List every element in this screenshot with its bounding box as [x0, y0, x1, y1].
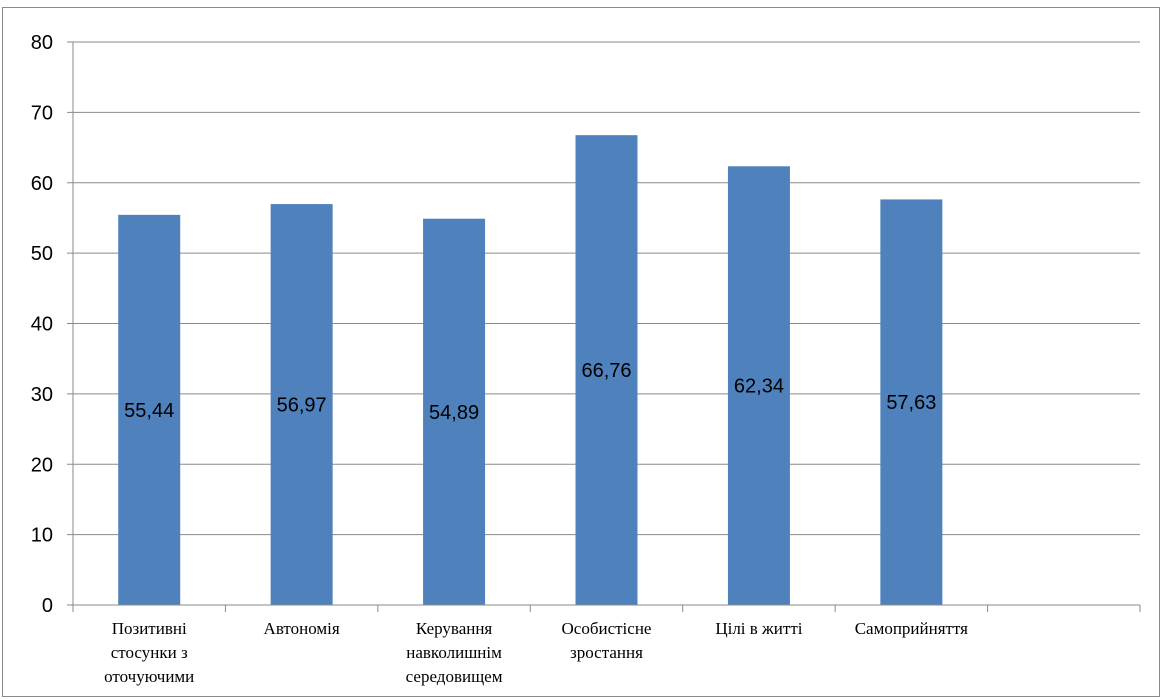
x-category-label: Цілі в житті	[715, 619, 802, 638]
bar	[880, 199, 943, 605]
y-tick-label: 50	[31, 243, 53, 265]
x-category-label: навколишнім	[406, 643, 502, 662]
data-label: 54,89	[429, 402, 479, 424]
y-tick-label: 80	[31, 32, 53, 54]
bar	[575, 135, 638, 605]
bar	[727, 166, 790, 605]
y-tick-label: 70	[31, 102, 53, 124]
data-label: 57,63	[886, 392, 936, 414]
x-category-label: стосунки з	[111, 643, 188, 662]
data-label: 62,34	[734, 376, 784, 398]
bars	[118, 135, 943, 606]
y-tick-label: 10	[31, 525, 53, 547]
x-category-label: Керування	[416, 619, 493, 638]
labels: 0 10 20 30 40 50 60 70 80 55,44 Позитивні стосунки …	[31, 32, 968, 686]
x-category-label: Автономія	[264, 619, 340, 638]
y-tick-label: 40	[31, 314, 53, 336]
x-category-label: Самоприйняття	[855, 619, 968, 638]
x-category-label: Особистісне	[562, 619, 652, 638]
y-tick-label: 60	[31, 173, 53, 195]
x-category-label: Позитивні	[112, 619, 187, 638]
data-label: 56,97	[277, 395, 327, 417]
data-label: 66,76	[581, 360, 631, 382]
y-tick-label: 20	[31, 454, 53, 476]
x-category-label: оточуючими	[104, 667, 194, 686]
x-category-label: середовищем	[406, 667, 503, 686]
y-tick-label: 0	[42, 595, 53, 617]
bar	[423, 218, 486, 606]
bar	[270, 204, 333, 606]
y-tick-label: 30	[31, 384, 53, 406]
x-category-label: зростання	[570, 643, 643, 662]
bar	[118, 214, 181, 605]
data-label: 55,44	[124, 400, 174, 422]
axes	[67, 41, 1141, 612]
